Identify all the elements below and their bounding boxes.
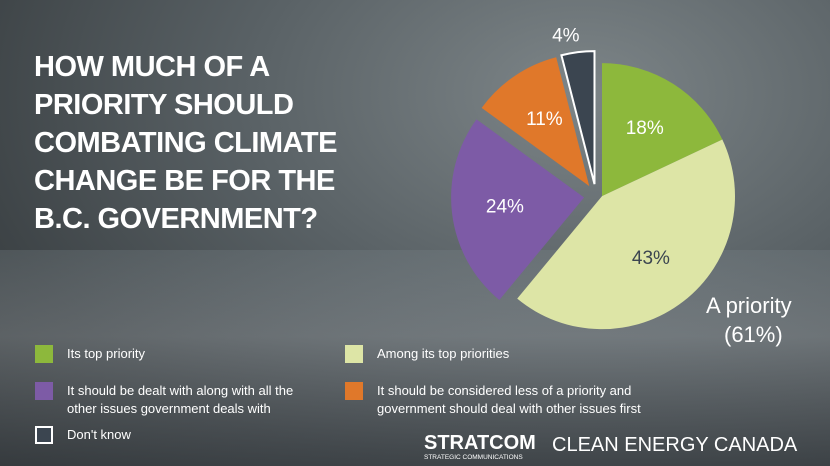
pie-slice <box>517 139 735 330</box>
logo-subtext: STRATEGIC COMMUNICATIONS <box>424 454 523 461</box>
annotation: (61%) <box>724 322 783 347</box>
legend-entry: Don't know <box>35 426 335 444</box>
logo-text: STRATCOM <box>424 432 536 454</box>
legend-label: Its top priority <box>67 346 146 361</box>
legend-entry: Among its top priorities <box>345 345 685 363</box>
pie-slice <box>601 63 723 197</box>
data-label: 24% <box>486 197 524 218</box>
legend-entry: Its top priority <box>35 345 335 363</box>
legend-entry: It should be considered less of a priori… <box>345 382 685 418</box>
annotation: A priority <box>706 293 792 318</box>
legend-entry: It should be dealt with along with all t… <box>35 382 335 418</box>
legend-swatch <box>35 345 53 363</box>
legend-swatch <box>345 345 363 363</box>
pie-slice <box>481 57 590 187</box>
chart-title: HOW MUCH OF A PRIORITY SHOULD COMBATING … <box>34 51 337 235</box>
legend-swatch <box>35 426 53 444</box>
legend-swatch <box>35 382 53 400</box>
data-label: 4% <box>552 25 580 46</box>
legend-label: Among its top priorities <box>377 346 510 361</box>
pie-slice <box>560 50 596 185</box>
legend-label: It should be dealt with along with all t… <box>67 383 294 416</box>
legend-label: Don't know <box>67 427 131 442</box>
legend-swatch <box>345 382 363 400</box>
legend-label: It should be considered less of a priori… <box>377 383 641 416</box>
pie-slice <box>451 119 585 300</box>
data-label: 11% <box>526 109 563 130</box>
logo-text: CLEAN ENERGY CANADA <box>552 434 798 456</box>
data-label: 43% <box>632 248 670 269</box>
data-label: 18% <box>626 118 664 139</box>
